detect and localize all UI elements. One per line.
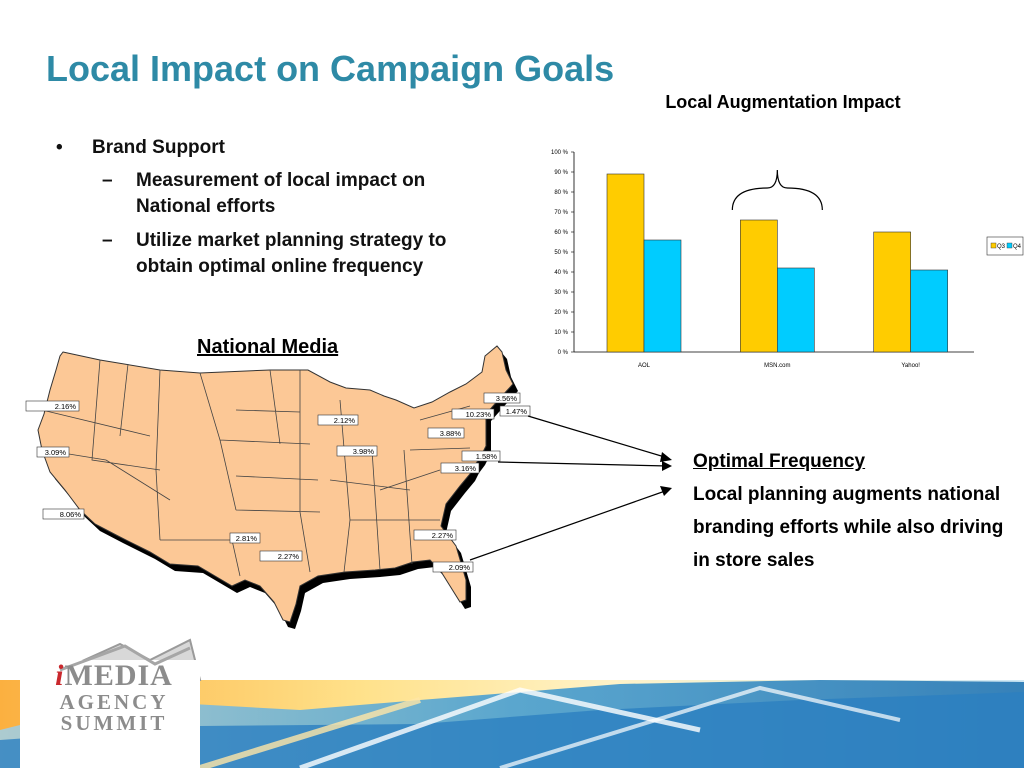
us-land	[37, 345, 514, 623]
map-label-box	[25, 400, 80, 412]
dash-marker: –	[102, 170, 113, 191]
map-label-box	[336, 445, 378, 457]
bar-q3-1	[740, 219, 778, 353]
slide-title: Local Impact on Campaign Goals	[46, 48, 615, 89]
logo-line-agency: AGENCY	[59, 690, 169, 714]
map-label: 2.27%	[432, 531, 454, 540]
map-label-box	[483, 392, 521, 404]
dash-marker: –	[102, 230, 113, 251]
y-tick-label: 20 %	[554, 310, 568, 316]
bar-q4-1	[777, 267, 815, 353]
legend-label-q3: Q3	[997, 244, 1006, 250]
arrow-heads	[660, 452, 672, 496]
x-tick-label: AOL	[638, 363, 651, 369]
map-labels: 2.16% 3.09% 8.06% 2.81% 2.27% 2.12% 3.98% 3.56%…	[25, 392, 531, 573]
map-label-box	[42, 508, 85, 520]
map-label-box	[440, 462, 480, 474]
bar-q3-2	[873, 231, 911, 353]
y-tick-label: 50 %	[554, 250, 568, 256]
bullet-brand-support: • Brand Support	[56, 136, 496, 160]
map-label: 8.06%	[60, 510, 82, 519]
y-tick-label: 100 %	[551, 150, 569, 156]
y-tick-label: 30 %	[554, 290, 568, 296]
y-tick-label: 80 %	[554, 190, 568, 196]
sub-bullet-measurement: – Measurement of local impact on Nationa…	[56, 168, 496, 220]
legend-box	[986, 236, 1024, 256]
map-label: 3.56%	[496, 394, 518, 403]
map-label: 3.09%	[45, 448, 67, 457]
bullet-text: Brand Support	[92, 137, 225, 158]
chart-legend: Q3 Q4	[986, 236, 1024, 256]
bar-q4-0	[643, 239, 682, 353]
logo-media: MEDIA	[64, 659, 173, 692]
chart-title: Local Augmentation Impact	[665, 92, 901, 112]
optimal-frequency-text: Local planning augments national brandin…	[693, 484, 1004, 571]
x-tick-label: Yahoo!	[901, 363, 920, 369]
optimal-frequency-heading: Optimal Frequency	[693, 451, 866, 472]
map-label-box	[317, 414, 359, 426]
bar-q3-0	[606, 173, 645, 353]
y-tick-label: 70 %	[554, 210, 568, 216]
map-label: 3.88%	[440, 429, 462, 438]
map-label-box	[461, 450, 501, 462]
map-label-box	[451, 408, 495, 420]
bullet-list: • Brand Support – Measurement of local i…	[56, 136, 496, 280]
map-label-box	[432, 561, 474, 573]
logo-line-summit: SUMMIT	[60, 711, 168, 735]
logo-i: i	[55, 659, 65, 692]
map-label-box	[259, 550, 303, 562]
map-label-box	[229, 532, 261, 544]
map-label-box	[36, 446, 70, 458]
map-label: 2.81%	[236, 534, 258, 543]
map-label: 2.09%	[449, 563, 471, 572]
us-map: 2.16% 3.09% 8.06% 2.81% 2.27% 2.12% 3.98% 3.56%…	[25, 345, 672, 629]
map-label-box	[499, 405, 531, 417]
sub-bullet-text: Utilize market planning strategy to obta…	[136, 230, 447, 277]
map-label: 3.98%	[353, 447, 375, 456]
state-borders	[41, 359, 471, 577]
map-label-box	[413, 529, 457, 541]
map-label: 3.16%	[455, 464, 477, 473]
brace-annotation	[731, 169, 823, 211]
map-label-box	[427, 427, 465, 439]
map-label: 1.47%	[506, 407, 528, 416]
map-label: 10.23%	[466, 410, 492, 419]
map-label: 2.12%	[334, 416, 356, 425]
optimal-frequency-block: Optimal Frequency Local planning augment…	[693, 445, 1013, 577]
brand-logo: iMEDIA AGENCY SUMMIT	[44, 660, 184, 734]
map-label: 2.16%	[55, 402, 77, 411]
legend-label-q4: Q4	[1013, 244, 1022, 250]
x-tick-label: MSN.com	[764, 363, 790, 369]
map-title: National Media	[197, 336, 339, 358]
map-label: 2.27%	[278, 552, 300, 561]
map-label: 1.58%	[476, 452, 498, 461]
sub-bullet-text: Measurement of local impact on National …	[136, 170, 426, 217]
y-tick-label: 10 %	[554, 330, 568, 336]
callout-arrows	[469, 415, 669, 561]
bar-chart: 0 % 10 % 20 % 30 % 40 % 50 % 60 % 70 % 80 % 90 % 1…	[551, 150, 1024, 369]
legend-swatch-q4	[1006, 242, 1013, 249]
logo-line-media: iMEDIA	[44, 660, 184, 692]
sub-bullet-planning: – Utilize market planning strategy to ob…	[56, 228, 496, 280]
bullet-marker: •	[56, 137, 63, 158]
y-tick-label: 40 %	[554, 270, 568, 276]
y-tick-label: 60 %	[554, 230, 568, 236]
footer-graphic	[0, 638, 1024, 768]
y-tick-label: 0 %	[558, 350, 569, 356]
y-tick-label: 90 %	[554, 170, 568, 176]
legend-swatch-q3	[990, 242, 997, 249]
bar-q4-2	[910, 269, 948, 353]
